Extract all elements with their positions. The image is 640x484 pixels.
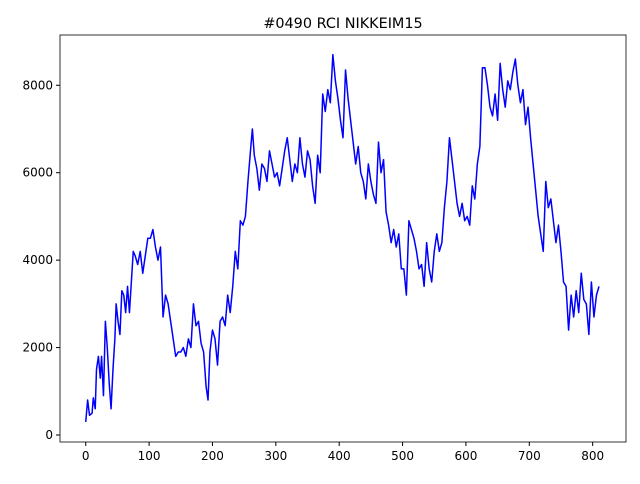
x-tick-label: 200	[201, 449, 224, 463]
y-tick-label: 6000	[22, 166, 53, 180]
y-tick-label: 2000	[22, 341, 53, 355]
x-tick-label: 100	[138, 449, 161, 463]
x-tick-label: 700	[518, 449, 541, 463]
x-tick-label: 600	[454, 449, 477, 463]
plot-frame	[59, 34, 627, 443]
chart-title: #0490 RCI NIKKEIM15	[263, 16, 422, 32]
x-tick-label: 300	[264, 449, 287, 463]
y-tick-label: 8000	[22, 78, 53, 92]
x-tick-label: 0	[82, 449, 90, 463]
y-tick-label: 4000	[22, 253, 53, 267]
y-tick-label: 0	[45, 428, 53, 442]
x-tick-label: 800	[581, 449, 604, 463]
data-line	[84, 53, 600, 422]
x-tick-label: 500	[391, 449, 414, 463]
x-tick-label: 400	[328, 449, 351, 463]
